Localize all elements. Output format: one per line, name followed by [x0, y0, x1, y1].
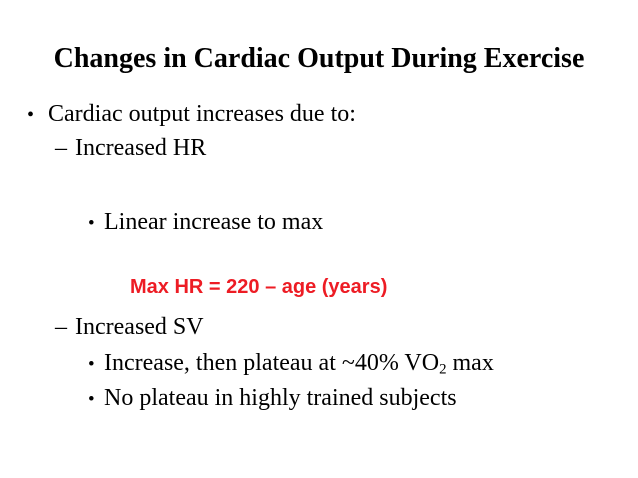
bullet-text: Cardiac output increases due to: — [48, 101, 356, 127]
bullet-text: Increased SV — [75, 314, 204, 340]
bullet-dot-icon: • — [88, 389, 95, 410]
formula-text: Max HR = 220 – age (years) — [130, 276, 388, 298]
bullet-dot-icon: • — [88, 354, 95, 375]
bullet-dot-icon: • — [88, 213, 95, 234]
bullet-dash-icon: – — [55, 314, 67, 340]
bullet-dash-icon: – — [55, 135, 67, 161]
vo2-subscript: 2 — [439, 361, 447, 378]
vo2-text-pre: Increase, then plateau at ~40% VO — [104, 350, 440, 376]
bullet-dot-icon: • — [27, 104, 35, 126]
slide-title: Changes in Cardiac Output During Exercis… — [53, 43, 585, 74]
bullet-item-plateau-vo2: • Increase, then plateau at ~40% VO2 max — [88, 350, 494, 378]
bullet-text: No plateau in highly trained subjects — [104, 385, 457, 411]
bullet-item-linear-increase: • Linear increase to max — [88, 210, 323, 234]
bullet-text: Linear increase to max — [104, 209, 324, 235]
bullet-text: Increase, then plateau at ~40% VO2 max — [104, 350, 494, 378]
vo2-text-post: max — [446, 350, 494, 376]
max-hr-formula: Max HR = 220 – age (years) — [130, 277, 387, 297]
bullet-text: Increased HR — [75, 135, 207, 161]
bullet-item-no-plateau: • No plateau in highly trained subjects — [88, 386, 457, 410]
bullet-item-increased-hr: – Increased HR — [55, 136, 206, 160]
bullet-item-cardiac-output: • Cardiac output increases due to: — [27, 102, 356, 126]
bullet-item-increased-sv: – Increased SV — [55, 315, 204, 339]
